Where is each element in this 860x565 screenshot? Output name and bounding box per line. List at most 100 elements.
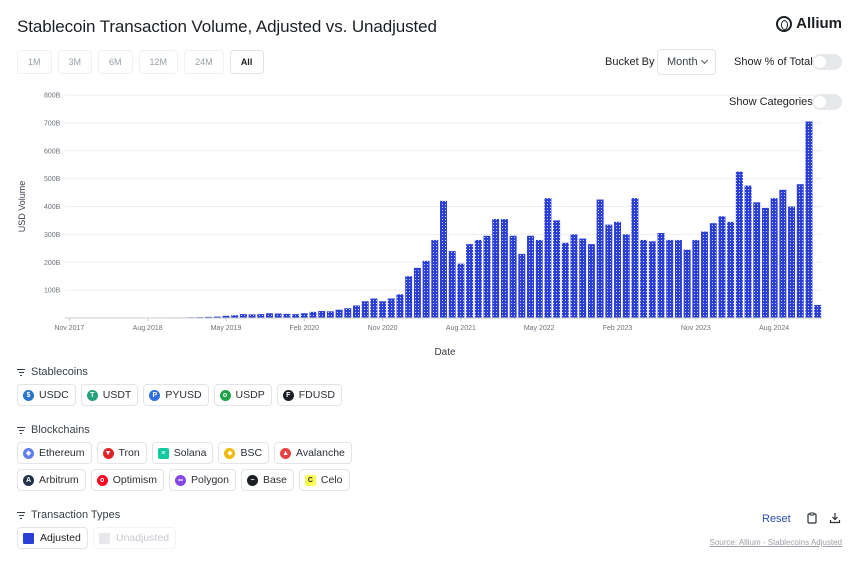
blockchain-chip-ethereum[interactable]: ◆ Ethereum bbox=[17, 442, 92, 464]
bar-dec-2023[interactable] bbox=[701, 231, 709, 318]
bar-oct-2020[interactable] bbox=[370, 298, 378, 318]
bar-oct-2019[interactable] bbox=[265, 313, 273, 318]
stablecoin-chip-usdt[interactable]: T USDT bbox=[80, 384, 139, 406]
bar-jun-2023[interactable] bbox=[648, 241, 656, 318]
bar-may-2019[interactable] bbox=[222, 315, 230, 318]
blockchain-chip-base[interactable]: − Base bbox=[240, 469, 294, 491]
bar-sep-2024[interactable] bbox=[779, 189, 787, 318]
bar-aug-2023[interactable] bbox=[666, 239, 674, 318]
range-all-button[interactable]: All bbox=[229, 50, 264, 74]
bar-apr-2022[interactable] bbox=[527, 235, 534, 318]
blockchain-chip-arbitrum[interactable]: A Arbitrum bbox=[17, 469, 86, 491]
bar-oct-2024[interactable] bbox=[788, 206, 796, 319]
bar-may-2021[interactable] bbox=[431, 239, 439, 318]
range-6m-button[interactable]: 6M bbox=[98, 50, 133, 74]
bar-dec-2021[interactable] bbox=[492, 219, 500, 318]
bar-jan-2024[interactable] bbox=[709, 223, 717, 318]
bar-aug-2021[interactable] bbox=[457, 263, 465, 318]
bar-sep-2020[interactable] bbox=[361, 301, 369, 318]
bar-feb-2020[interactable] bbox=[300, 313, 308, 318]
bar-mar-2023[interactable] bbox=[622, 234, 630, 318]
bar-jul-2023[interactable] bbox=[657, 232, 665, 318]
bar-jul-2020[interactable] bbox=[344, 308, 352, 318]
bar-feb-2023[interactable] bbox=[614, 221, 622, 318]
bar-aug-2022[interactable] bbox=[561, 242, 569, 318]
bar-jun-2019[interactable] bbox=[231, 315, 239, 318]
bar-apr-2021[interactable] bbox=[422, 260, 430, 318]
bar-jun-2024[interactable] bbox=[753, 202, 761, 318]
bar-may-2023[interactable] bbox=[640, 239, 648, 318]
bar-apr-2020[interactable] bbox=[318, 311, 326, 318]
bar-dec-2024[interactable] bbox=[805, 121, 813, 318]
bar-oct-2022[interactable] bbox=[579, 238, 587, 318]
source-link[interactable]: Source: Allium - Stablecoins Adjusted bbox=[709, 538, 842, 547]
bar-nov-2022[interactable] bbox=[587, 244, 595, 318]
bar-oct-2023[interactable] bbox=[683, 249, 691, 318]
bar-may-2022[interactable] bbox=[535, 239, 543, 318]
bar-nov-2024[interactable] bbox=[796, 184, 804, 318]
stablecoin-chip-usdc[interactable]: $ USDC bbox=[17, 384, 76, 406]
bar-jul-2021[interactable] bbox=[448, 251, 456, 318]
bar-nov-2021[interactable] bbox=[483, 235, 491, 318]
bar-apr-2019[interactable] bbox=[213, 316, 221, 318]
bar-feb-2024[interactable] bbox=[718, 216, 726, 318]
bar-aug-2019[interactable] bbox=[248, 314, 256, 318]
bar-may-2020[interactable] bbox=[326, 311, 334, 318]
bucket-by-select[interactable]: Month bbox=[657, 49, 716, 75]
bar-jul-2024[interactable] bbox=[761, 207, 769, 318]
bar-mar-2020[interactable] bbox=[309, 311, 317, 318]
type-chip-unadjusted[interactable]: Unadjusted bbox=[93, 527, 177, 549]
bar-sep-2022[interactable] bbox=[570, 234, 578, 318]
download-icon[interactable] bbox=[829, 512, 841, 524]
blockchain-chip-optimism[interactable]: o Optimism bbox=[90, 469, 165, 491]
stablecoin-chip-pyusd[interactable]: P PYUSD bbox=[143, 384, 209, 406]
bar-may-2024[interactable] bbox=[744, 185, 752, 318]
reset-button[interactable]: Reset bbox=[762, 513, 791, 525]
bar-jan-2020[interactable] bbox=[292, 314, 300, 318]
bar-jun-2020[interactable] bbox=[335, 309, 343, 318]
blockchain-chip-celo[interactable]: C Celo bbox=[298, 469, 350, 491]
blockchain-chip-polygon[interactable]: ∞ Polygon bbox=[169, 469, 236, 491]
bar-apr-2023[interactable] bbox=[631, 198, 639, 318]
bar-dec-2020[interactable] bbox=[387, 298, 395, 318]
clipboard-icon[interactable] bbox=[806, 512, 818, 524]
bar-jan-2025[interactable] bbox=[814, 304, 822, 318]
bar-mar-2022[interactable] bbox=[518, 253, 526, 318]
bar-feb-2022[interactable] bbox=[509, 235, 517, 318]
stablecoin-chip-fdusd[interactable]: F FDUSD bbox=[276, 384, 342, 406]
bar-nov-2023[interactable] bbox=[692, 239, 700, 318]
bar-jan-2022[interactable] bbox=[500, 219, 508, 318]
bar-oct-2021[interactable] bbox=[474, 239, 482, 318]
bar-nov-2019[interactable] bbox=[274, 313, 282, 318]
bar-apr-2024[interactable] bbox=[735, 171, 743, 318]
bar-feb-2021[interactable] bbox=[405, 276, 413, 318]
range-1m-button[interactable]: 1M bbox=[17, 50, 52, 74]
blockchain-chip-avalanche[interactable]: ▲ Avalanche bbox=[274, 442, 352, 464]
bar-sep-2021[interactable] bbox=[466, 244, 474, 318]
type-chip-adjusted[interactable]: Adjusted bbox=[17, 527, 88, 549]
bar-dec-2022[interactable] bbox=[596, 199, 604, 318]
bar-jan-2023[interactable] bbox=[605, 224, 613, 318]
show-categories-toggle[interactable] bbox=[812, 94, 842, 110]
bar-nov-2020[interactable] bbox=[379, 301, 387, 318]
bar-jun-2021[interactable] bbox=[440, 200, 447, 318]
bar-jul-2019[interactable] bbox=[239, 314, 247, 318]
range-24m-button[interactable]: 24M bbox=[184, 50, 224, 74]
blockchain-chip-bsc[interactable]: ◆ BSC bbox=[218, 442, 270, 464]
range-3m-button[interactable]: 3M bbox=[57, 50, 93, 74]
stablecoin-chip-usdp[interactable]: o USDP bbox=[213, 384, 272, 406]
bar-mar-2019[interactable] bbox=[205, 316, 213, 318]
blockchain-chip-solana[interactable]: ≡ Solana bbox=[151, 442, 214, 464]
bar-aug-2020[interactable] bbox=[353, 305, 360, 318]
bar-aug-2024[interactable] bbox=[770, 198, 778, 318]
bar-sep-2023[interactable] bbox=[674, 239, 682, 318]
bar-mar-2024[interactable] bbox=[727, 221, 735, 318]
range-12m-button[interactable]: 12M bbox=[138, 50, 179, 74]
bar-sep-2019[interactable] bbox=[257, 314, 265, 318]
bar-dec-2019[interactable] bbox=[283, 313, 291, 318]
show-percent-toggle[interactable] bbox=[812, 54, 842, 70]
bar-mar-2021[interactable] bbox=[413, 267, 421, 318]
bar-jul-2022[interactable] bbox=[553, 220, 561, 318]
bar-jun-2022[interactable] bbox=[544, 198, 552, 318]
bar-jan-2021[interactable] bbox=[396, 294, 404, 318]
